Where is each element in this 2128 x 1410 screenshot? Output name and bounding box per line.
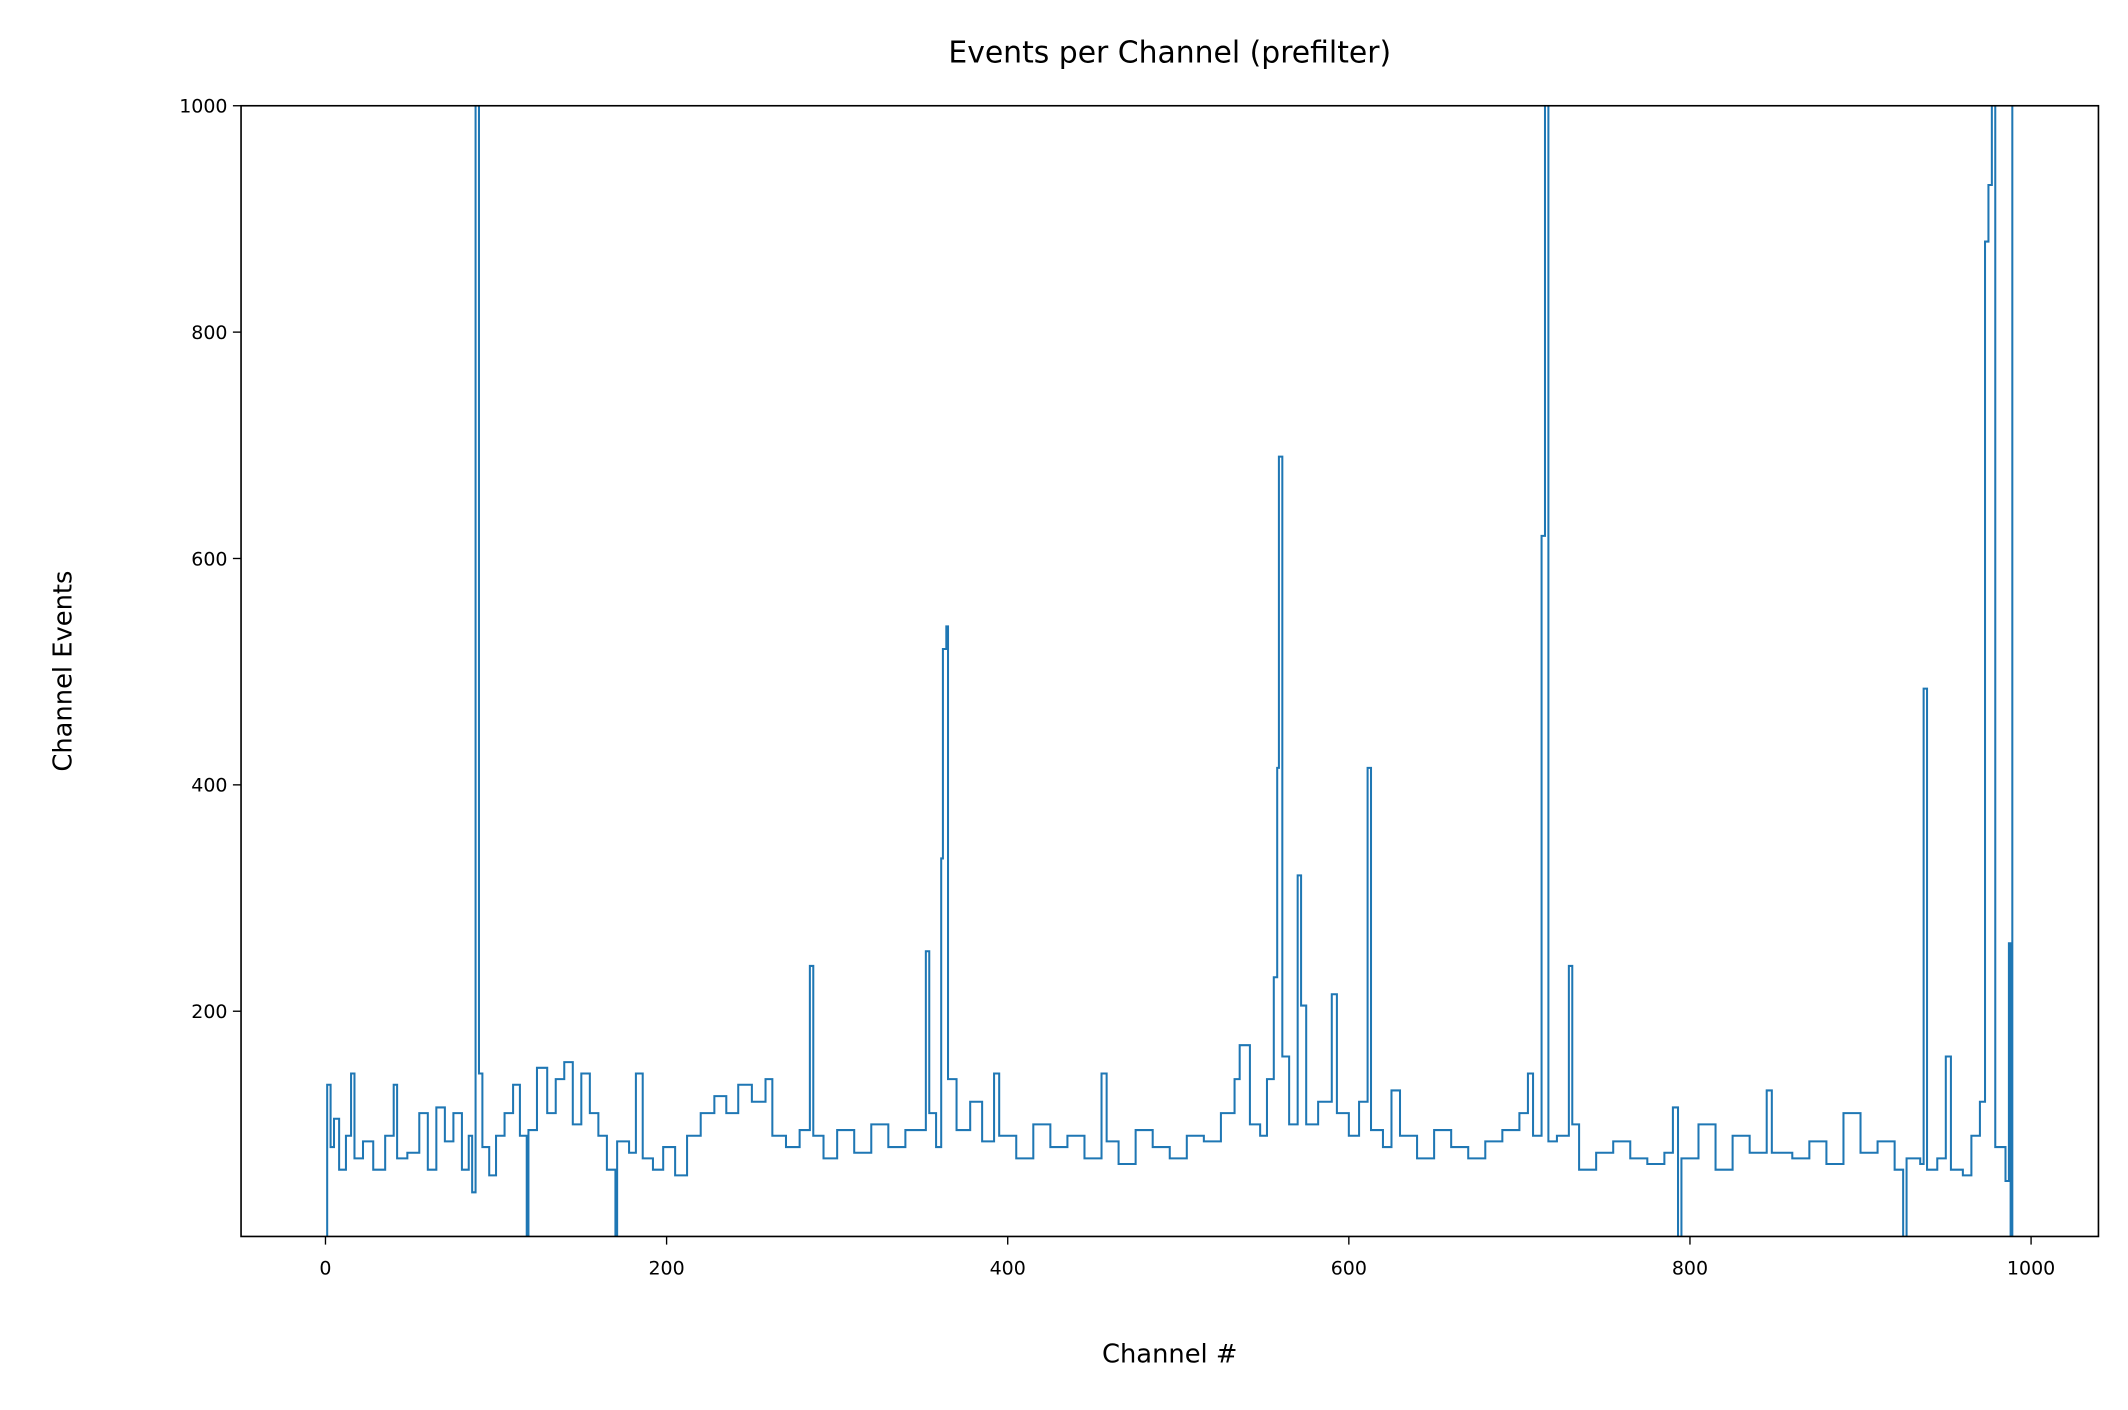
chart-title: Events per Channel (prefilter) [948, 35, 1391, 70]
x-tick-label: 200 [648, 1257, 684, 1279]
y-tick-label: 1000 [179, 96, 227, 118]
x-axis-label: Channel # [1102, 1340, 1237, 1370]
x-tick-label: 400 [990, 1257, 1026, 1279]
axes-frame [240, 104, 2100, 1238]
plot-area [326, 105, 2014, 1237]
data-line [326, 105, 2014, 1237]
y-tick-label: 200 [191, 1001, 227, 1023]
y-tick-label: 600 [191, 548, 227, 570]
x-tick-label: 800 [1672, 1257, 1708, 1279]
y-axis-label: Channel Events [49, 571, 79, 772]
y-tick-label: 400 [191, 775, 227, 797]
x-tick-label: 1000 [2007, 1257, 2055, 1279]
x-tick-label: 600 [1331, 1257, 1367, 1279]
x-tick-label: 0 [319, 1257, 331, 1279]
y-tick-label: 800 [191, 322, 227, 344]
